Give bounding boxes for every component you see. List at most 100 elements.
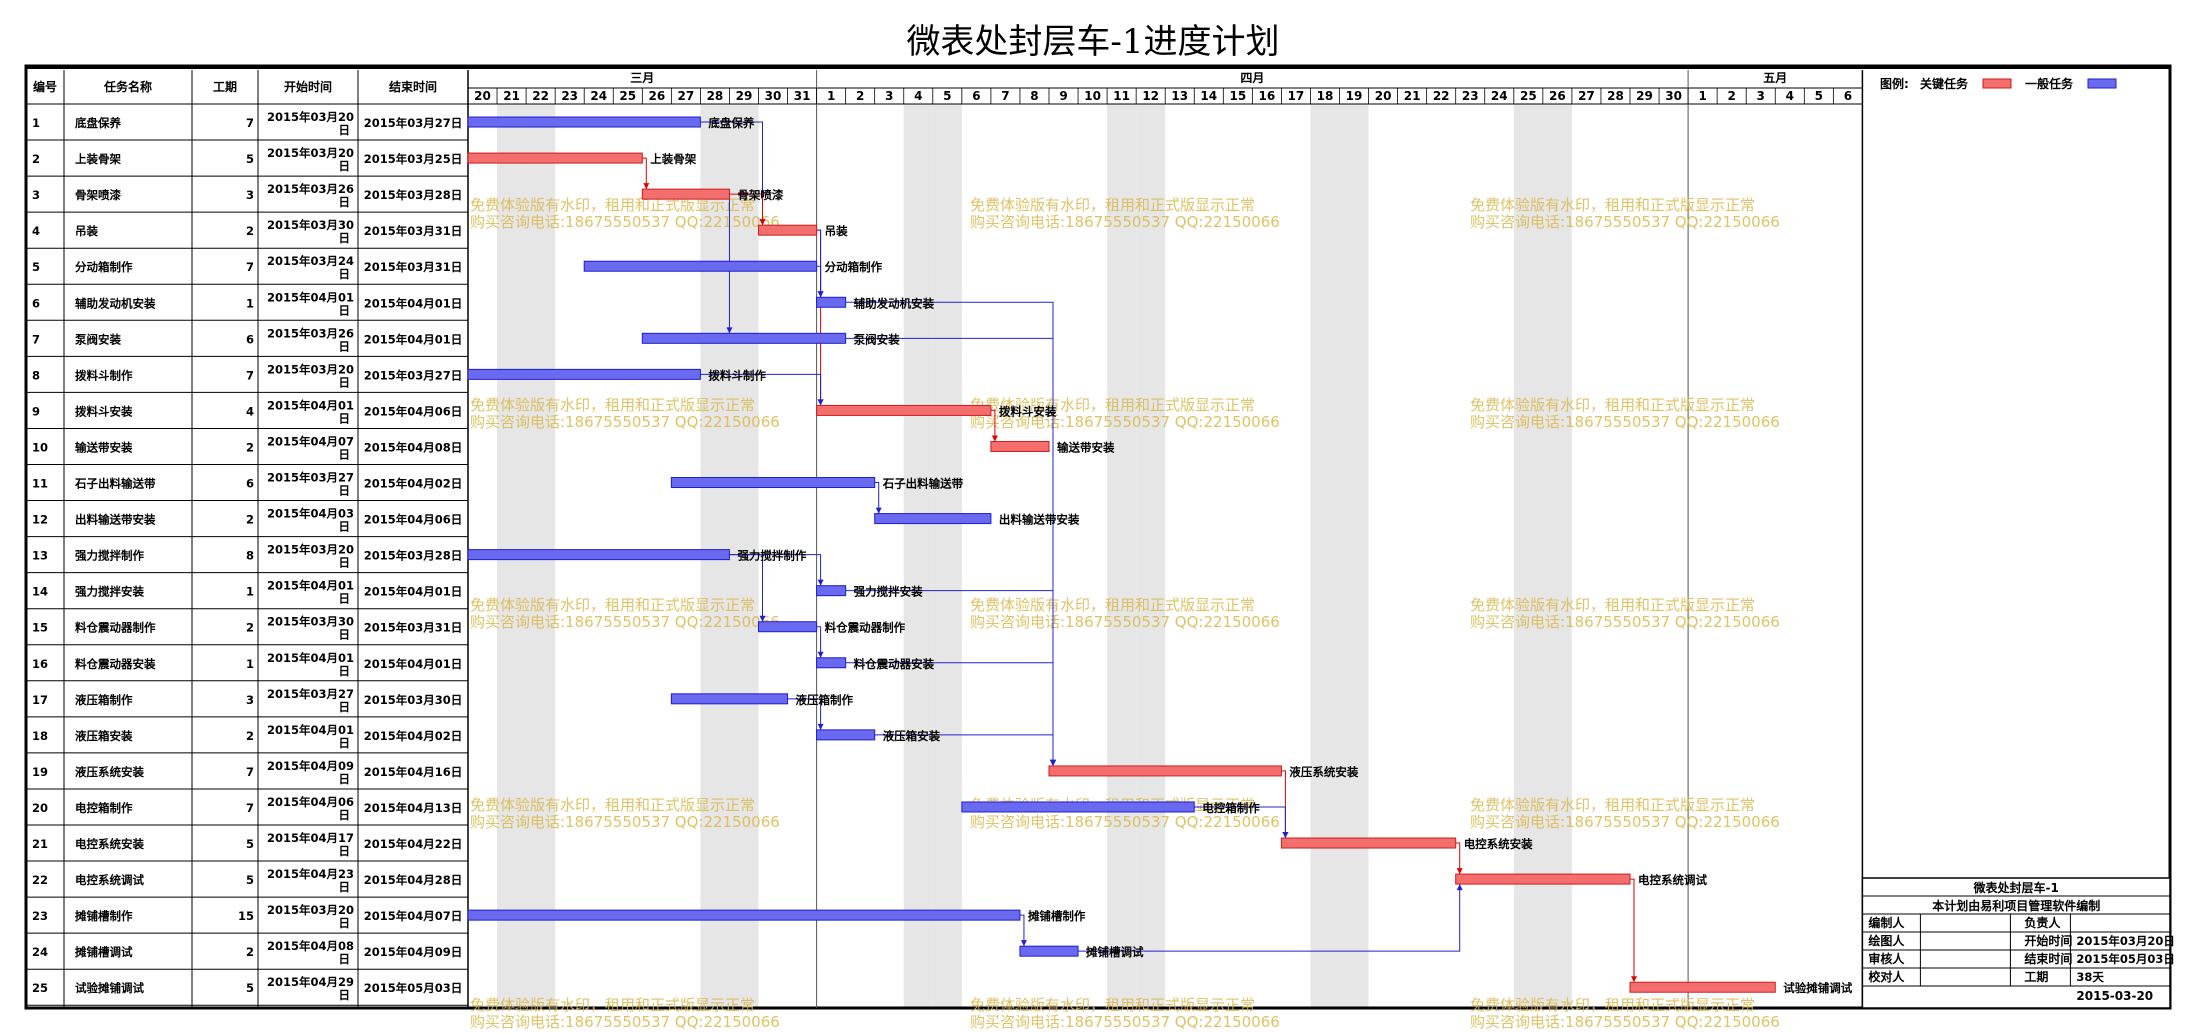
task-start: 2015年03月20 [267,362,354,376]
watermark-line: 购买咨询电话:18675550537 QQ:22150066 [1470,413,1780,431]
task-start: 2015年03月30 [267,615,354,629]
task-id: 22 [32,873,48,887]
legend-critical-label: 关键任务 [1920,76,1969,91]
day-label: 22 [532,89,549,103]
weekend-shade [1513,104,1543,1008]
task-name: 石子出料输送带 [74,477,156,491]
legend-prefix: 图例: [1880,76,1909,91]
task-bar [1629,981,1776,993]
day-label: 21 [503,89,520,103]
watermark-line: 免费体验版有水印，租用和正式版显示正常 [970,996,1255,1014]
weekend-shade [1136,104,1166,1008]
task-start: 2015年04月01 [267,579,354,593]
task-id: 15 [32,621,48,635]
task-duration: 7 [246,116,254,130]
dependency-arrow [726,327,733,334]
task-id: 25 [32,981,48,995]
task-end: 2015年04月01日 [364,657,463,671]
task-bar-label: 石子出料输送带 [882,477,964,491]
day-label: 8 [1030,89,1038,103]
dependency-link [1630,878,1635,983]
day-label: 23 [1462,89,1479,103]
task-name: 输送带安装 [75,440,133,454]
dependency-arrow [1456,868,1463,875]
task-bar-label: 强力搅拌制作 [737,549,806,563]
info-box-label: 工期 [2024,969,2048,984]
info-box-value: 2015年05月03日 [2076,952,2175,966]
dependency-arrow [817,579,824,586]
task-bar-label: 辅助发动机安装 [854,296,935,310]
task-end: 2015年04月06日 [364,513,463,527]
dependency-arrow [817,651,824,658]
task-end: 2015年04月01日 [364,332,463,346]
task-duration: 3 [246,188,254,202]
task-bar [1019,945,1079,957]
task-bar-label: 料仓震动器制作 [825,621,906,635]
task-end: 2015年04月02日 [364,729,463,743]
task-id: 2 [32,152,40,166]
task-name: 上装骨架 [75,152,121,166]
info-box-subtitle: 本计划由易利项目管理软件编制 [1932,898,2100,913]
dependency-link [874,482,880,514]
month-label: 四月 [1240,71,1264,85]
task-duration: 1 [246,585,254,599]
watermark-line: 免费体验版有水印，租用和正式版显示正常 [470,796,755,814]
task-duration: 2 [246,513,254,527]
day-label: 7 [1001,89,1009,103]
task-start: 日 [339,123,351,137]
task-name: 电控箱制作 [75,801,133,815]
day-label: 5 [943,89,951,103]
task-start: 日 [339,411,351,425]
task-name: 拨料斗安装 [75,404,133,418]
task-bar [670,693,789,705]
task-start: 日 [339,664,351,678]
dependency-arrow [1050,759,1056,766]
day-label: 21 [1404,89,1421,103]
task-start: 日 [339,556,351,570]
task-bar-label: 摊铺槽调试 [1086,945,1144,959]
task-bar-label: 电控系统调试 [1638,873,1707,887]
task-id: 5 [32,260,40,274]
task-start: 2015年03月26 [267,182,354,196]
column-header: 结束时间 [389,79,437,94]
task-end: 2015年04月16日 [364,765,463,779]
task-bar-label: 骨架喷漆 [737,188,783,202]
weekend-shade [729,104,759,1008]
weekend-shade [1542,104,1572,1008]
task-id: 1 [32,116,40,130]
day-label: 3 [885,89,893,103]
day-label: 29 [736,89,753,103]
task-bar-label: 上装骨架 [650,152,696,166]
task-id: 6 [32,296,40,310]
info-box-value: 2015年03月20日 [2076,934,2175,948]
watermark-line: 购买咨询电话:18675550537 QQ:22150066 [470,1013,780,1031]
watermark-line: 购买咨询电话:18675550537 QQ:22150066 [1470,213,1780,231]
watermark-line: 免费体验版有水印，租用和正式版显示正常 [470,596,755,614]
task-bar-label: 试验摊铺调试 [1783,981,1852,995]
watermark-line: 免费体验版有水印，租用和正式版显示正常 [1470,996,1755,1014]
chart-title: 微表处封层车-1进度计划 [906,22,1279,62]
task-duration: 7 [246,368,254,382]
watermark-line: 购买咨询电话:18675550537 QQ:22150066 [970,1013,1280,1031]
dependency-link [787,698,822,730]
task-start: 日 [339,700,351,714]
info-box-label: 校对人 [1868,969,1905,984]
weekend-shade [1107,104,1137,1008]
task-id: 19 [32,765,48,779]
task-duration: 3 [246,693,254,707]
task-bar [816,404,992,416]
task-id: 7 [32,332,40,346]
task-start: 日 [339,159,351,173]
task-start: 2015年04月29 [267,975,354,989]
task-bar [1280,837,1457,849]
dependency-link [1281,770,1286,839]
task-id: 13 [32,549,48,563]
task-bar [874,513,992,525]
day-label: 25 [619,89,636,103]
task-duration: 7 [246,801,254,815]
task-end: 2015年04月22日 [364,837,463,851]
task-name: 吊装 [75,224,98,238]
day-label: 28 [1607,89,1624,103]
task-name: 液压箱安装 [75,729,133,743]
